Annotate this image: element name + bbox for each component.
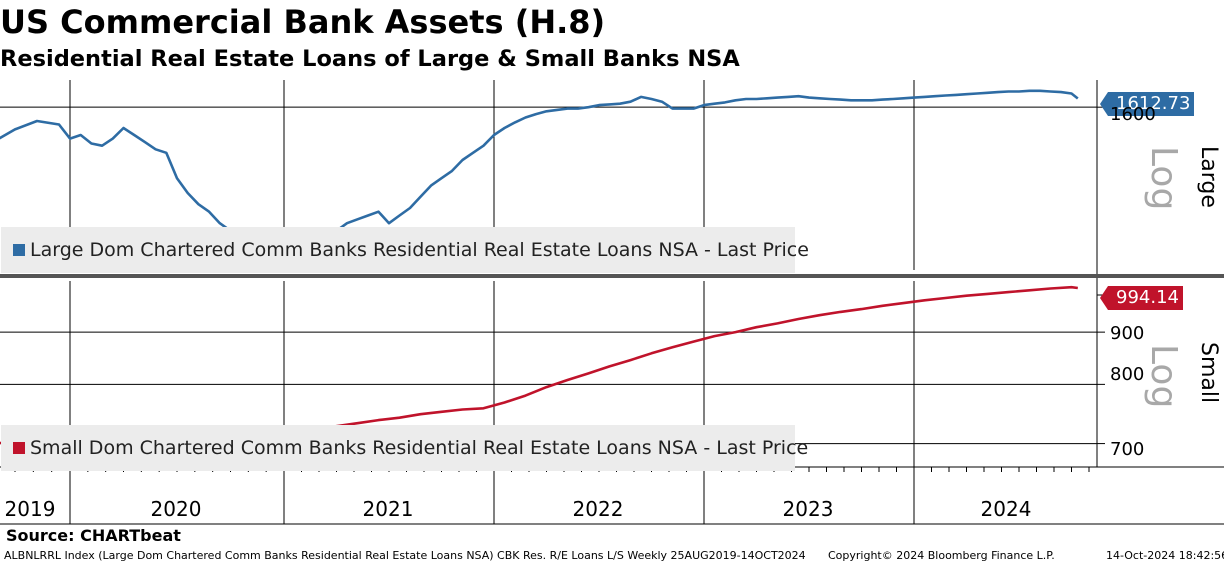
last-price-pointer-small [1100,286,1108,310]
last-price-tag-large: 1612.73 [1108,92,1195,116]
footer-ticker: ALBNLRRL Index (Large Dom Chartered Comm… [4,549,806,562]
scale-label-small: Log [1143,344,1184,409]
legend-label-large: Large Dom Chartered Comm Banks Residenti… [30,239,809,261]
footer-copyright: Copyright© 2024 Bloomberg Finance L.P. [828,549,1055,562]
xtick-label: 2019 [4,497,56,521]
xtick-label: 2020 [150,497,202,521]
panel-label-small: Small [1196,342,1221,404]
xtick-label: 2022 [572,497,624,521]
xtick-label: 2021 [362,497,414,521]
series-line-large [0,89,1079,262]
legend-small: Small Dom Chartered Comm Banks Residenti… [1,425,808,471]
xtick-label: 2024 [980,497,1032,521]
legend-label-small: Small Dom Chartered Comm Banks Residenti… [30,437,809,459]
series-line-small [0,285,1078,445]
ytick-small: 800 [1110,364,1145,385]
footer-timestamp: 14-Oct-2024 18:42:56 [1106,549,1224,562]
scale-label-large: Log [1143,146,1184,211]
panel-label-large: Large [1196,146,1221,208]
ytick-small: 700 [1110,439,1145,460]
legend-large: Large Dom Chartered Comm Banks Residenti… [1,227,809,273]
ytick-large: 1600 [1110,104,1156,125]
last-price-tag-small: 994.14 [1108,286,1183,310]
legend-swatch-small [13,442,25,454]
ytick-small: 900 [1110,323,1145,344]
legend-swatch-large [13,244,25,256]
chart-title: US Commercial Bank Assets (H.8) [0,3,606,41]
chart-subtitle: Residential Real Estate Loans of Large &… [0,46,740,72]
xtick-label: 2023 [782,497,834,521]
source-note: Source: CHARTbeat [6,526,181,545]
last-price-pointer-large [1100,92,1108,116]
